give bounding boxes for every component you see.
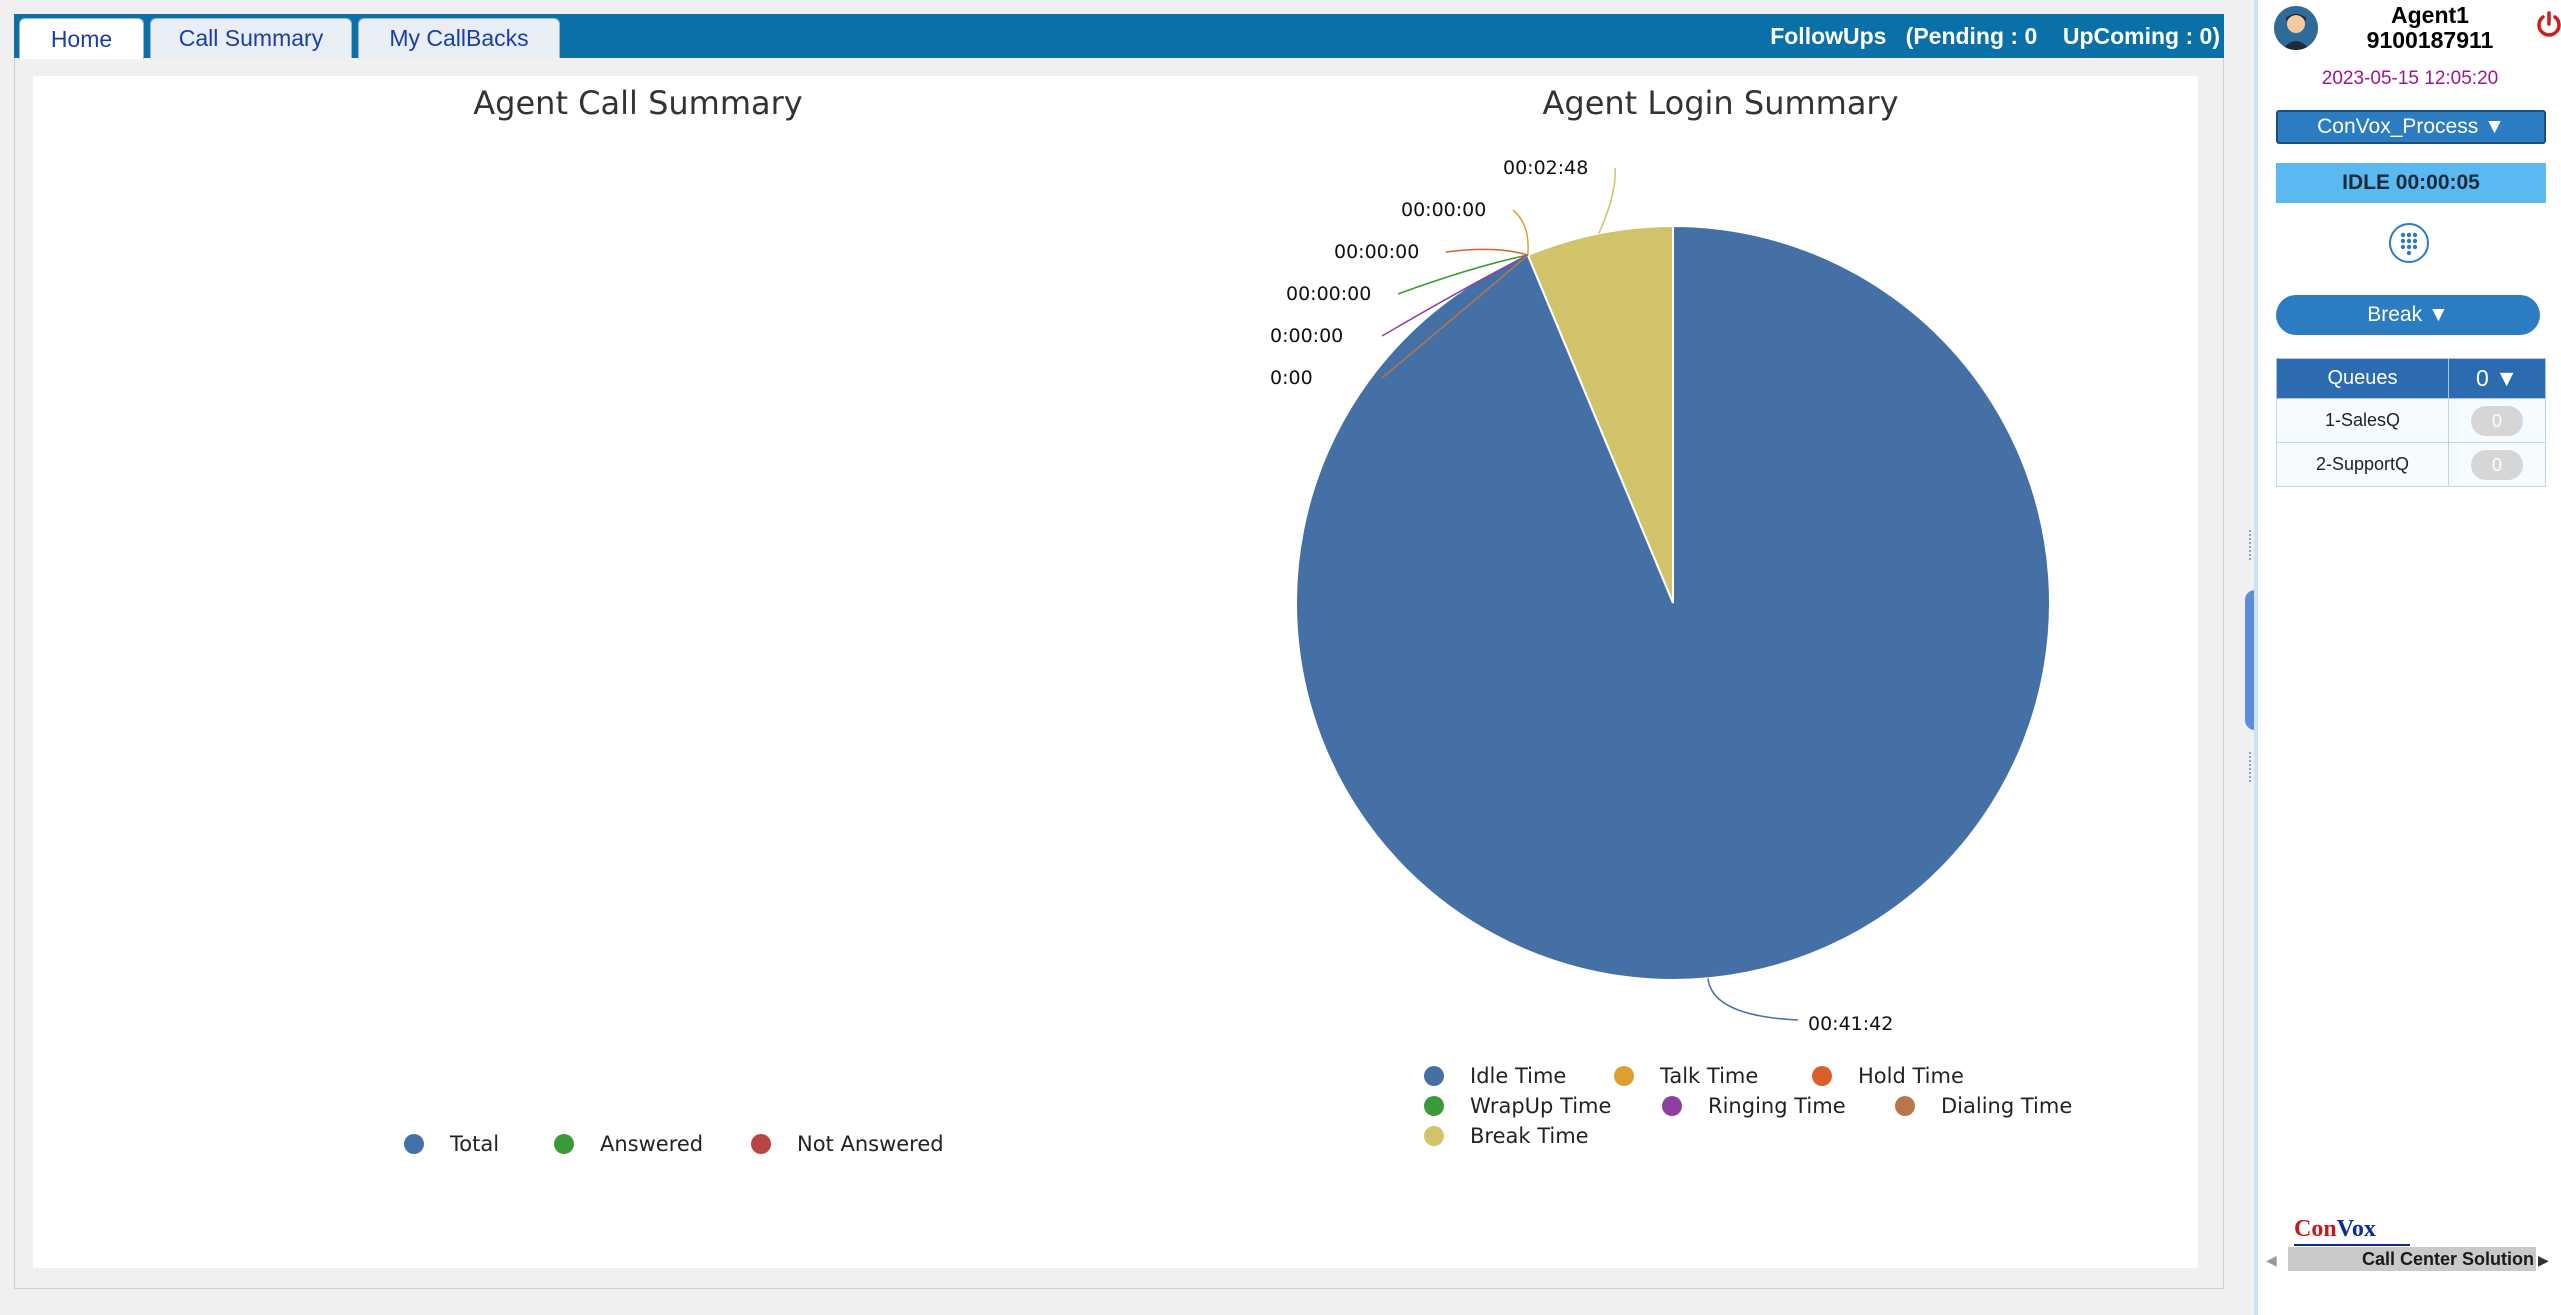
brand-underline [2294, 1244, 2410, 1246]
pie-value-label: 00:41:42 [1808, 1013, 1893, 1035]
legend-label: Break Time [1470, 1124, 1589, 1148]
sidebar-grip-top[interactable] [2249, 530, 2253, 560]
pie-value-label: 00:00:00 [1334, 241, 1419, 263]
followups-label: FollowUps [1770, 22, 1887, 49]
legend-label-total: Total [450, 1132, 500, 1156]
legend-dot [1424, 1096, 1444, 1116]
tab-home[interactable]: Home [19, 18, 144, 59]
brand-subtitle: Call Center Solution [2288, 1247, 2536, 1271]
legend-item-hold-time[interactable]: Hold Time [1812, 1064, 1964, 1088]
legend-dot [1424, 1066, 1444, 1086]
legend-item-not-answered[interactable]: Not Answered [751, 1132, 944, 1156]
agent-status: IDLE 00:00:05 [2276, 163, 2546, 203]
legend-item-total[interactable]: Total [404, 1132, 499, 1156]
pie-leader-line [1381, 254, 1529, 379]
queue-name: 2-SupportQ [2275, 442, 2450, 487]
followups-indicator[interactable]: FollowUps (Pending : 0 UpComing : 0) [1770, 14, 2220, 58]
pie-value-label: 00:00:00 [1401, 199, 1486, 221]
scroll-left-arrow-icon[interactable]: ◀ [2266, 1252, 2277, 1268]
queues-table: Queues 0 ▼ 1-SalesQ 0 2-SupportQ 0 [2275, 358, 2546, 487]
queue-count-badge: 0 [2471, 449, 2524, 480]
queue-count-badge: 0 [2471, 405, 2524, 436]
pie-leader-line [1512, 209, 1529, 256]
legend-dot [1614, 1066, 1634, 1086]
pie-value-label: 0:00:00 [1270, 325, 1343, 347]
pie-value-label: 0:00 [1270, 367, 1313, 389]
legend-dot [1662, 1096, 1682, 1116]
pie-leader-line [1381, 254, 1529, 337]
queues-header-count[interactable]: 0 ▼ [2448, 358, 2546, 399]
login-summary-title: Agent Login Summary [1542, 84, 1899, 122]
pie-value-label: 00:02:48 [1503, 157, 1588, 179]
legend-item-ringing-time[interactable]: Ringing Time [1662, 1094, 1846, 1118]
queues-header-label: Queues [2275, 358, 2450, 399]
queue-name: 1-SalesQ [2275, 398, 2450, 443]
tab-bar: Home Call Summary My CallBacks FollowUps… [14, 14, 2224, 59]
agent-datetime: 2023-05-15 12:05:20 [2321, 68, 2499, 89]
login-summary-pie: 00:41:42 00:00:00 00:00:00 00:00:00 0:00:00 0… [1270, 157, 2051, 1035]
pie-leader-line [1707, 978, 1799, 1021]
legend-label-not-answered: Not Answered [797, 1132, 944, 1156]
legend-label: Ringing Time [1708, 1094, 1846, 1118]
pie-leader-line [1397, 254, 1528, 295]
break-select[interactable]: Break ▼ [2276, 295, 2540, 335]
pie-leader-line [1598, 167, 1616, 234]
tab-my-callbacks[interactable]: My CallBacks [358, 18, 560, 58]
power-icon[interactable] [2534, 10, 2561, 40]
legend-item-idle-time[interactable]: Idle Time [1424, 1064, 1566, 1088]
tab-call-summary[interactable]: Call Summary [150, 18, 352, 58]
pie-leader-line [1445, 248, 1529, 256]
followups-pending: (Pending : 0 [1905, 22, 2038, 49]
legend-item-wrapup-time[interactable]: WrapUp Time [1424, 1094, 1611, 1118]
main-area: Home Call Summary My CallBacks FollowUps… [14, 14, 2224, 1289]
legend-label: Hold Time [1858, 1064, 1964, 1088]
legend-dot [1895, 1096, 1915, 1116]
agent-phone: 9100187911 [2366, 27, 2494, 53]
legend-label: WrapUp Time [1470, 1094, 1612, 1118]
legend-label: Talk Time [1660, 1064, 1759, 1088]
queue-row: 1-SalesQ 0 [2275, 398, 2546, 443]
legend-item-dialing-time[interactable]: Dialing Time [1895, 1094, 2072, 1118]
legend-label: Dialing Time [1941, 1094, 2073, 1118]
legend-item-break-time[interactable]: Break Time [1424, 1124, 1589, 1148]
legend-dot-total [404, 1134, 424, 1154]
legend-dot-not-answered [751, 1134, 771, 1154]
legend-dot [1424, 1126, 1444, 1146]
dialpad-icon[interactable] [2388, 222, 2430, 264]
scroll-right-arrow-icon[interactable]: ▶ [2538, 1252, 2549, 1268]
sidebar-grip-bottom[interactable] [2249, 752, 2253, 782]
legend-dot-answered [554, 1134, 574, 1154]
agent-avatar-icon [2274, 6, 2318, 50]
legend-label: Idle Time [1470, 1064, 1567, 1088]
legend-item-answered[interactable]: Answered [554, 1132, 703, 1156]
pie-slice-break-time[interactable] [1526, 224, 1674, 604]
agent-name: Agent1 [2391, 2, 2469, 28]
pie-slice-idle-time[interactable] [1295, 224, 2051, 981]
pie-value-label: 00:00:00 [1286, 283, 1371, 305]
legend-dot [1812, 1066, 1832, 1086]
legend-item-talk-time[interactable]: Talk Time [1614, 1064, 1758, 1088]
call-summary-title: Agent Call Summary [473, 84, 803, 122]
agent-sidebar [2254, 0, 2561, 1315]
legend-label-answered: Answered [600, 1132, 704, 1156]
followups-upcoming: UpComing : 0) [2062, 22, 2220, 49]
process-select[interactable]: ConVox_Process ▼ [2276, 110, 2546, 144]
brand-logo: ConVox [2294, 1216, 2376, 1242]
queue-row: 2-SupportQ 0 [2275, 442, 2546, 487]
